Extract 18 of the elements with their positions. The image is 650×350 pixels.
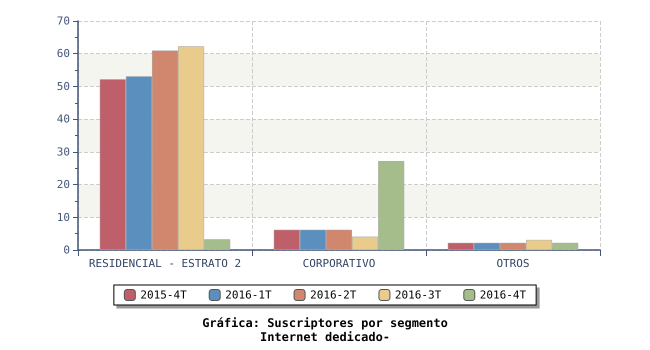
y-tick-label: 70 — [56, 14, 70, 28]
legend-label: 2015-4T — [140, 288, 188, 302]
x-tick-label: CORPORATIVO — [302, 257, 376, 270]
text: Internet dedicado- — [260, 330, 390, 344]
legend-label: 2016-4T — [480, 288, 527, 302]
y-tick-label: 60 — [56, 47, 70, 60]
legend-label: 2016-2T — [310, 288, 357, 302]
y-tick-label: 30 — [56, 145, 70, 158]
x-tick-label: OTROS — [496, 257, 530, 270]
y-tick-label: 50 — [56, 80, 70, 93]
y-tick-label: 20 — [56, 178, 70, 192]
text: Gráfica: Suscriptores por segmento — [202, 316, 448, 330]
y-tick-label: 10 — [56, 210, 70, 224]
x-tick-label: RESIDENCIAL - ESTRATO 2 — [88, 257, 242, 270]
legend-label: 2016-1T — [225, 288, 272, 302]
y-tick-label: 40 — [56, 112, 70, 126]
legend-label: 2016-3T — [394, 288, 442, 302]
y-tick-label: 0 — [63, 244, 70, 256]
